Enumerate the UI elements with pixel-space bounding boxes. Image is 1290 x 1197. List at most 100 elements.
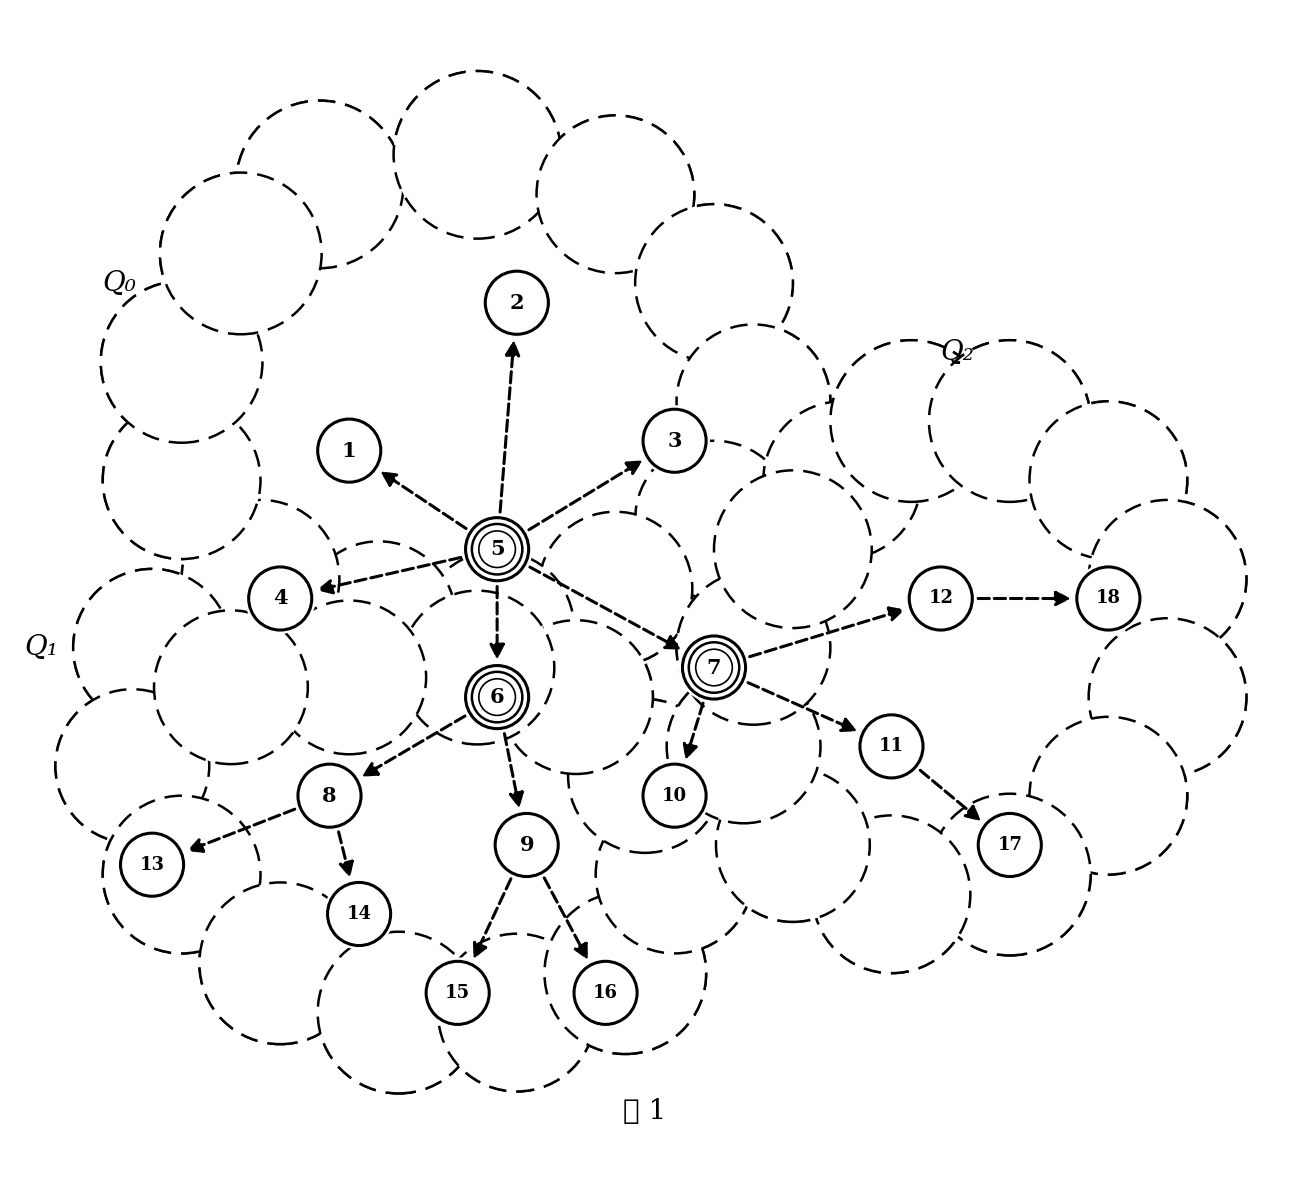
Text: Q₁: Q₁ bbox=[25, 634, 58, 661]
Circle shape bbox=[317, 419, 381, 482]
Circle shape bbox=[1029, 717, 1187, 875]
Circle shape bbox=[120, 833, 183, 897]
Text: 9: 9 bbox=[520, 836, 534, 855]
Circle shape bbox=[302, 541, 455, 695]
Circle shape bbox=[101, 281, 262, 443]
Circle shape bbox=[499, 620, 653, 774]
Circle shape bbox=[929, 340, 1090, 502]
Circle shape bbox=[421, 551, 574, 705]
Text: 11: 11 bbox=[878, 737, 904, 755]
Text: 1: 1 bbox=[342, 440, 356, 461]
Circle shape bbox=[400, 590, 555, 745]
Circle shape bbox=[439, 934, 596, 1092]
Circle shape bbox=[676, 571, 831, 724]
Circle shape bbox=[682, 636, 746, 699]
Circle shape bbox=[421, 551, 574, 705]
Circle shape bbox=[495, 814, 559, 876]
Circle shape bbox=[481, 267, 552, 339]
Circle shape bbox=[813, 815, 970, 973]
Circle shape bbox=[635, 440, 793, 598]
Circle shape bbox=[568, 699, 722, 852]
Circle shape bbox=[857, 711, 928, 782]
Circle shape bbox=[200, 882, 361, 1044]
Circle shape bbox=[667, 669, 820, 824]
Ellipse shape bbox=[157, 646, 650, 1014]
Circle shape bbox=[716, 768, 869, 922]
Circle shape bbox=[182, 500, 339, 657]
Circle shape bbox=[462, 662, 533, 733]
Circle shape bbox=[182, 500, 339, 657]
Circle shape bbox=[831, 340, 992, 502]
Circle shape bbox=[929, 340, 1090, 502]
Text: 8: 8 bbox=[322, 785, 337, 806]
Circle shape bbox=[74, 569, 231, 727]
Text: 17: 17 bbox=[997, 836, 1022, 853]
Circle shape bbox=[317, 931, 480, 1093]
Circle shape bbox=[574, 961, 637, 1025]
Circle shape bbox=[1073, 563, 1144, 634]
Circle shape bbox=[160, 172, 321, 334]
Circle shape bbox=[596, 796, 753, 954]
Circle shape bbox=[570, 958, 641, 1028]
Text: 4: 4 bbox=[273, 589, 288, 608]
Circle shape bbox=[537, 115, 694, 273]
Text: 15: 15 bbox=[445, 984, 471, 1002]
Text: 12: 12 bbox=[929, 589, 953, 608]
Text: 14: 14 bbox=[347, 905, 372, 923]
Circle shape bbox=[635, 440, 793, 598]
Circle shape bbox=[103, 796, 261, 954]
Circle shape bbox=[116, 830, 187, 900]
Circle shape bbox=[55, 689, 209, 843]
Circle shape bbox=[978, 814, 1041, 876]
Text: 7: 7 bbox=[707, 657, 721, 678]
Circle shape bbox=[103, 796, 261, 954]
Text: 18: 18 bbox=[1096, 589, 1121, 608]
Circle shape bbox=[764, 401, 921, 559]
Circle shape bbox=[676, 571, 831, 724]
Circle shape bbox=[324, 879, 395, 949]
Circle shape bbox=[860, 715, 924, 778]
Circle shape bbox=[200, 882, 361, 1044]
Circle shape bbox=[393, 71, 561, 238]
Circle shape bbox=[676, 324, 831, 479]
Circle shape bbox=[639, 760, 710, 831]
Text: 16: 16 bbox=[593, 984, 618, 1002]
Circle shape bbox=[831, 340, 992, 502]
Circle shape bbox=[1089, 618, 1246, 776]
Text: 2: 2 bbox=[510, 293, 524, 312]
Circle shape bbox=[713, 470, 872, 628]
Circle shape bbox=[635, 205, 793, 361]
Circle shape bbox=[679, 632, 749, 703]
Text: 3: 3 bbox=[667, 431, 682, 451]
Circle shape bbox=[639, 406, 710, 476]
Circle shape bbox=[1089, 500, 1246, 657]
Circle shape bbox=[154, 610, 308, 764]
Circle shape bbox=[909, 567, 973, 630]
Circle shape bbox=[485, 272, 548, 334]
Circle shape bbox=[1077, 567, 1140, 630]
Circle shape bbox=[160, 172, 321, 334]
Circle shape bbox=[422, 958, 493, 1028]
Circle shape bbox=[929, 794, 1090, 955]
Circle shape bbox=[154, 610, 308, 764]
Circle shape bbox=[328, 882, 391, 946]
Circle shape bbox=[74, 569, 231, 727]
Text: 5: 5 bbox=[490, 539, 504, 559]
Circle shape bbox=[400, 590, 555, 745]
Circle shape bbox=[1029, 717, 1187, 875]
Circle shape bbox=[313, 415, 384, 486]
Circle shape bbox=[466, 666, 529, 729]
Circle shape bbox=[103, 401, 261, 559]
Text: Q₀: Q₀ bbox=[103, 269, 137, 297]
Circle shape bbox=[236, 101, 404, 268]
Ellipse shape bbox=[751, 436, 1161, 880]
Circle shape bbox=[426, 961, 489, 1025]
Circle shape bbox=[236, 101, 404, 268]
Circle shape bbox=[317, 931, 480, 1093]
Circle shape bbox=[642, 409, 706, 473]
Circle shape bbox=[294, 760, 365, 831]
Circle shape bbox=[544, 892, 706, 1055]
Circle shape bbox=[272, 601, 426, 754]
Circle shape bbox=[1089, 500, 1246, 657]
Circle shape bbox=[676, 324, 831, 479]
